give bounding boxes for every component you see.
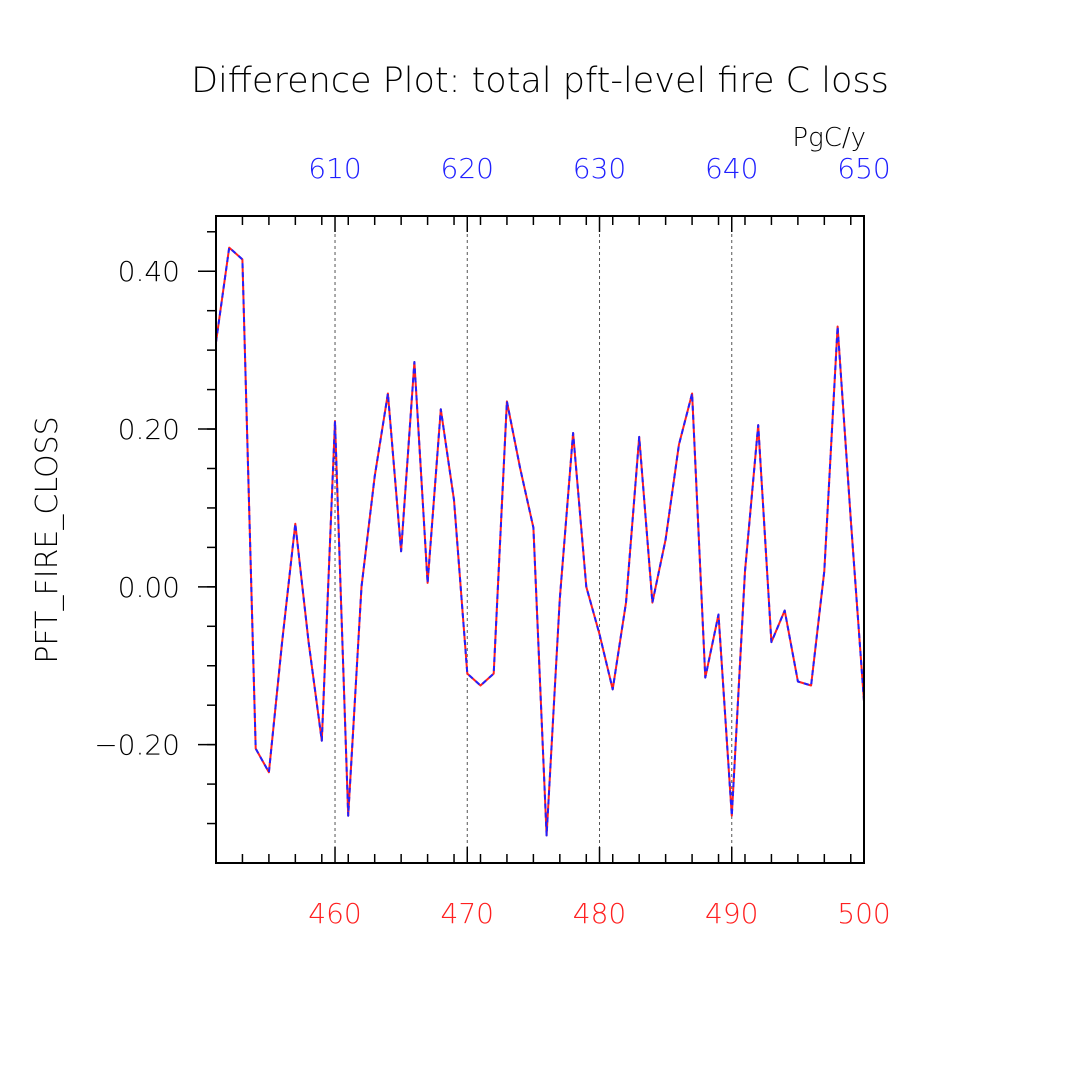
x-tick-label-bottom: 470 (441, 897, 494, 930)
plot-frame (215, 215, 865, 864)
x-tick-label-bottom: 500 (837, 897, 890, 930)
tick-layer (198, 216, 865, 863)
x-tick-label-top: 620 (441, 152, 494, 185)
x-tick-label-top: 630 (573, 152, 626, 185)
x-tick-label-top: 650 (837, 152, 890, 185)
units-label: PgC/y (792, 123, 866, 153)
x-tick-label-top: 610 (308, 152, 361, 185)
y-tick-label: 0.40 (118, 255, 180, 288)
x-tick-label-bottom: 480 (573, 897, 626, 930)
y-axis-label: PFT_FIRE_CLOSS (30, 416, 65, 663)
series-line (215, 246, 865, 837)
x-tick-label-bottom: 490 (705, 897, 758, 930)
x-tick-label-bottom: 460 (308, 897, 361, 930)
y-tick-label: 0.00 (118, 571, 180, 604)
y-tick-label: 0.20 (118, 413, 180, 446)
y-tick-label: −0.20 (94, 729, 180, 762)
chart-title: Difference Plot: total pft-level fire C … (191, 61, 889, 101)
x-tick-label-top: 640 (705, 152, 758, 185)
series-layer (215, 246, 865, 837)
series-line-dashed (215, 246, 865, 837)
label-layer: −0.20 0.00 0.20 0.40 460 470 480 490 500 610 620 63… (94, 152, 891, 930)
